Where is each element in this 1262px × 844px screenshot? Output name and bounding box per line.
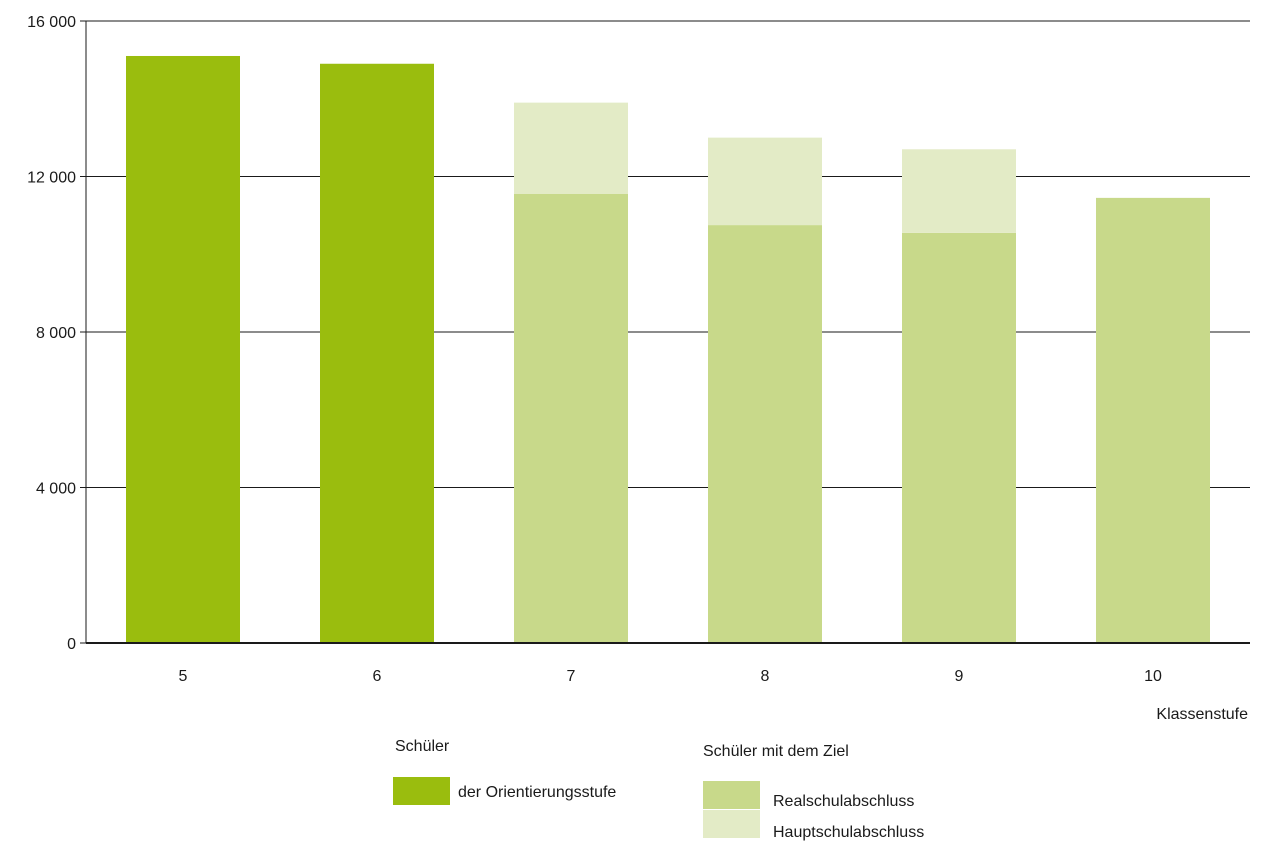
bar-real-8 (708, 225, 822, 643)
legend-swatch-real (703, 781, 760, 809)
legend-label-orientierung: der Orientierungsstufe (458, 784, 616, 801)
bars (126, 55, 1210, 644)
bar-real-7 (514, 193, 628, 643)
x-tick-label: 5 (179, 668, 188, 685)
legend-label-haupt: Hauptschulabschluss (773, 824, 924, 841)
bar-orientierung-5 (126, 55, 240, 644)
legend-heading: Schüler mit dem Ziel (703, 743, 849, 760)
bar-haupt-9 (902, 149, 1016, 233)
x-tick-label: 9 (955, 668, 964, 685)
x-axis-title: Klassenstufe (1156, 706, 1248, 723)
x-tick-label: 8 (761, 668, 770, 685)
axes (80, 20, 1250, 644)
bar-haupt-8 (708, 137, 822, 226)
legend-swatch-orientierung (393, 777, 450, 805)
y-tick-label: 4 000 (36, 481, 76, 498)
gridlines (86, 20, 1250, 488)
y-tick-label: 12 000 (27, 170, 76, 187)
x-tick-label: 7 (567, 668, 576, 685)
legend-swatch-haupt (703, 810, 760, 838)
x-tick-label: 6 (373, 668, 382, 685)
bar-real-10 (1096, 197, 1210, 643)
bar-orientierung-6 (320, 63, 434, 643)
legend-heading: Schüler (395, 738, 450, 755)
bar-haupt-7 (514, 102, 628, 194)
x-tick-label: 10 (1144, 668, 1162, 685)
legend-label-real: Realschulabschluss (773, 793, 914, 810)
tick-labels: 0 4 000 8 000 12 000 16 000 5 6 7 8 9 10 (27, 14, 1162, 685)
y-tick-label: 8 000 (36, 325, 76, 342)
bar-real-9 (902, 232, 1016, 643)
y-tick-label: 16 000 (27, 14, 76, 31)
legend: Schüler der Orientierungsstufe Schüler mit… (393, 738, 924, 841)
y-tick-label: 0 (67, 636, 76, 653)
